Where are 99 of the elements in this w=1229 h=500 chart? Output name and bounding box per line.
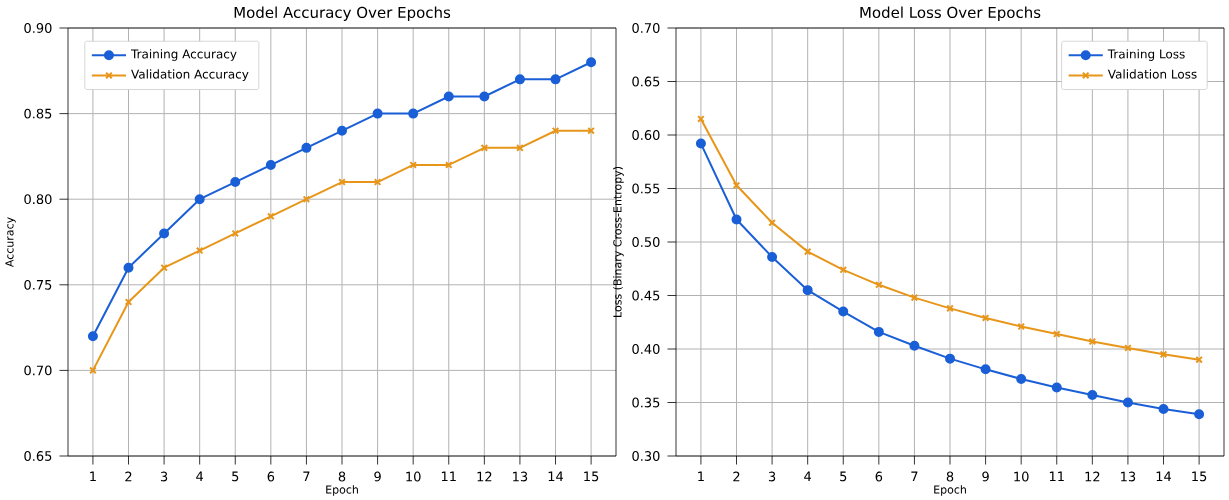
y-axis-title: Loss (Binary Cross-Entropy)	[613, 166, 624, 317]
point	[1016, 373, 1027, 384]
y-tick-label: 0.50	[632, 237, 660, 247]
point	[695, 138, 706, 149]
point	[479, 91, 490, 102]
x-tick-label: 9	[982, 471, 989, 482]
point	[946, 304, 954, 313]
point	[195, 246, 204, 255]
y-tick-label: 0.35	[632, 397, 660, 408]
point	[873, 326, 884, 337]
y-tick-label: 0.75	[24, 279, 52, 290]
point	[550, 74, 561, 85]
point	[875, 280, 883, 289]
y-tick-label: 0.65	[24, 451, 52, 461]
x-tick-label: 10	[406, 471, 421, 482]
point	[231, 229, 240, 238]
point	[732, 181, 741, 190]
x-tick-label: 9	[374, 471, 381, 482]
point	[1088, 337, 1097, 346]
point	[159, 228, 170, 239]
x-tick-label: 5	[232, 471, 239, 482]
x-tick-label: 13	[1121, 471, 1136, 482]
x-axis-title: Epoch	[934, 485, 966, 496]
x-tick-label: 6	[875, 471, 883, 482]
point	[731, 214, 742, 225]
point	[802, 285, 813, 296]
x-tick-label: 12	[477, 471, 492, 482]
y-tick-label: 0.65	[632, 76, 660, 87]
point	[123, 262, 134, 273]
x-tick-label: 7	[911, 471, 918, 482]
x-tick-label: 10	[1014, 471, 1029, 482]
y-tick-label: 0.85	[24, 108, 52, 119]
x-tick-label: 2	[733, 471, 740, 482]
x-tick-label: 8	[946, 471, 954, 482]
legend-label: Validation Loss	[1107, 69, 1197, 79]
point	[302, 195, 311, 204]
x-tick-label: 15	[1192, 471, 1207, 482]
x-tick-label: 1	[90, 471, 96, 482]
point	[514, 74, 525, 85]
point	[551, 126, 560, 135]
x-tick-label: 14	[548, 471, 564, 482]
point	[443, 91, 454, 102]
point	[586, 57, 597, 68]
x-tick-label: 11	[441, 471, 456, 482]
y-tick-label: 0.70	[632, 23, 660, 33]
point	[160, 263, 168, 272]
point	[301, 142, 312, 153]
point	[1051, 382, 1062, 393]
y-tick-label: 0.90	[24, 23, 52, 33]
point	[945, 353, 956, 364]
legend-label: Training Accuracy	[130, 49, 237, 61]
x-tick-label: 15	[584, 471, 599, 482]
y-tick-label: 0.80	[24, 194, 52, 205]
point	[838, 306, 849, 317]
point	[1017, 322, 1025, 331]
point	[87, 331, 98, 342]
y-axis-title: Accuracy	[5, 217, 16, 268]
x-tick-label: 5	[840, 471, 847, 482]
point	[909, 340, 920, 351]
y-tick-label: 0.60	[632, 130, 660, 140]
point	[265, 159, 276, 170]
x-tick-label: 14	[1156, 471, 1172, 482]
x-tick-label: 2	[125, 471, 132, 482]
point	[372, 108, 383, 119]
point	[910, 293, 919, 302]
legend-label: Training Loss	[1107, 49, 1185, 61]
point	[767, 251, 778, 262]
y-tick-label: 0.70	[24, 365, 52, 376]
point	[194, 194, 205, 205]
point	[230, 177, 241, 188]
point	[768, 218, 776, 227]
point	[1087, 390, 1098, 401]
y-tick-label: 0.30	[632, 451, 660, 461]
x-tick-label: 3	[768, 471, 776, 482]
x-tick-label: 6	[267, 471, 275, 482]
point	[337, 125, 348, 136]
x-tick-label: 13	[513, 471, 528, 482]
x-tick-label: 1	[698, 471, 704, 482]
point	[1159, 350, 1168, 359]
x-tick-label: 4	[804, 471, 812, 482]
point	[803, 247, 812, 256]
point	[980, 364, 991, 375]
x-axis-title: Epoch	[326, 485, 358, 496]
point	[1122, 397, 1133, 408]
x-tick-label: 7	[303, 471, 310, 482]
x-tick-label: 11	[1049, 471, 1064, 482]
legend-label: Validation Accuracy	[131, 69, 249, 81]
x-tick-label: 12	[1085, 471, 1100, 482]
y-tick-label: 0.40	[632, 344, 660, 354]
chart-title: Model Loss Over Epochs	[860, 6, 1041, 21]
x-tick-label: 3	[160, 471, 168, 482]
y-tick-label: 0.45	[632, 290, 660, 301]
x-tick-label: 4	[196, 471, 204, 482]
y-tick-label: 0.55	[632, 183, 660, 194]
x-tick-label: 8	[338, 471, 346, 482]
point	[1158, 403, 1169, 414]
point	[408, 108, 419, 119]
point	[1194, 409, 1205, 420]
chart-title: Model Accuracy Over Epochs	[234, 6, 451, 21]
